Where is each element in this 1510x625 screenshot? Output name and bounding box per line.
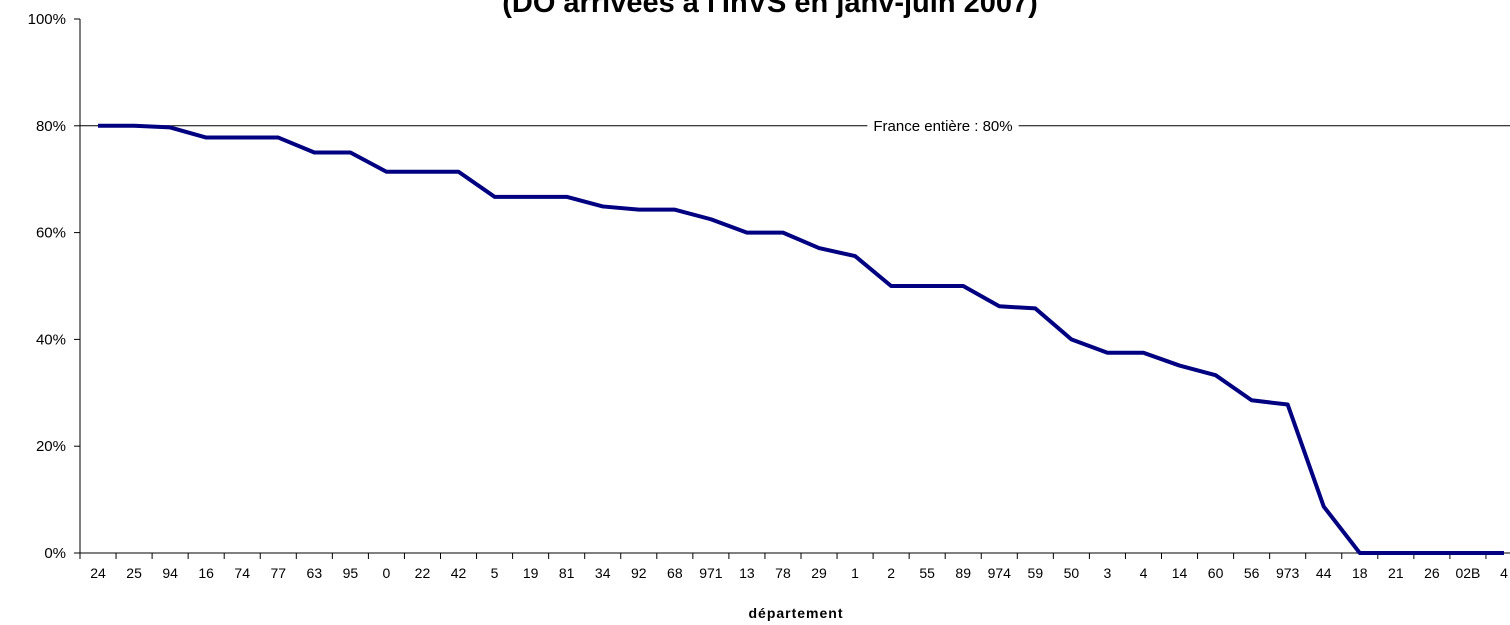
- x-tick-label: 25: [126, 565, 142, 581]
- x-tick-label: 973: [1276, 565, 1300, 581]
- x-tick-label: 74: [234, 565, 250, 581]
- x-tick-label: 974: [988, 565, 1012, 581]
- reference-label-bg: [867, 116, 1019, 136]
- x-tick-label: 5: [491, 565, 499, 581]
- x-tick-label: 26: [1424, 565, 1440, 581]
- x-tick-label: 63: [307, 565, 323, 581]
- x-tick-label: 4: [1140, 565, 1148, 581]
- x-tick-label: 44: [1316, 565, 1332, 581]
- x-tick-label: 18: [1352, 565, 1368, 581]
- y-tick-label: 40%: [36, 331, 66, 348]
- x-tick-label: 94: [162, 565, 178, 581]
- x-tick-label: 29: [811, 565, 827, 581]
- x-tick-label: 89: [955, 565, 971, 581]
- x-tick-label: 77: [270, 565, 286, 581]
- x-tick-label: 59: [1028, 565, 1044, 581]
- x-axis-label: département: [748, 605, 843, 621]
- x-tick-label: 0: [383, 565, 391, 581]
- x-tick-label: 34: [595, 565, 611, 581]
- y-tick-label: 20%: [36, 438, 66, 455]
- y-tick-label: 60%: [36, 225, 66, 242]
- x-tick-label: 42: [451, 565, 467, 581]
- reference-label: France entière : 80%: [873, 118, 1012, 135]
- data-line: [98, 123, 1504, 555]
- x-tick-label: 14: [1172, 565, 1188, 581]
- x-tick-label: 3: [1104, 565, 1112, 581]
- x-tick-label: 1: [851, 565, 859, 581]
- chart-title: (DO arrivées à l'InVS en janv-juin 2007): [502, 0, 1038, 19]
- y-tick-label: 80%: [36, 118, 66, 135]
- x-tick-label: 68: [667, 565, 683, 581]
- x-tick-label: 24: [90, 565, 106, 581]
- y-tick-label: 100%: [28, 11, 66, 28]
- y-tick-label: 0%: [44, 545, 66, 562]
- x-tick-label: 56: [1244, 565, 1260, 581]
- x-tick-label: 13: [739, 565, 755, 581]
- x-tick-label: 2: [887, 565, 895, 581]
- x-tick-label: 971: [699, 565, 723, 581]
- x-tick-label: 60: [1208, 565, 1224, 581]
- x-tick-label: 02B: [1455, 565, 1480, 581]
- x-tick-label: 95: [343, 565, 359, 581]
- x-tick-label: 92: [631, 565, 647, 581]
- x-tick-label: 4: [1500, 565, 1508, 581]
- x-tick-label: 22: [415, 565, 431, 581]
- x-tick-label: 81: [559, 565, 575, 581]
- x-tick-label: 50: [1064, 565, 1080, 581]
- x-tick-label: 55: [919, 565, 935, 581]
- x-tick-label: 16: [198, 565, 214, 581]
- x-tick-label: 78: [775, 565, 791, 581]
- x-tick-label: 21: [1388, 565, 1404, 581]
- x-tick-label: 19: [523, 565, 539, 581]
